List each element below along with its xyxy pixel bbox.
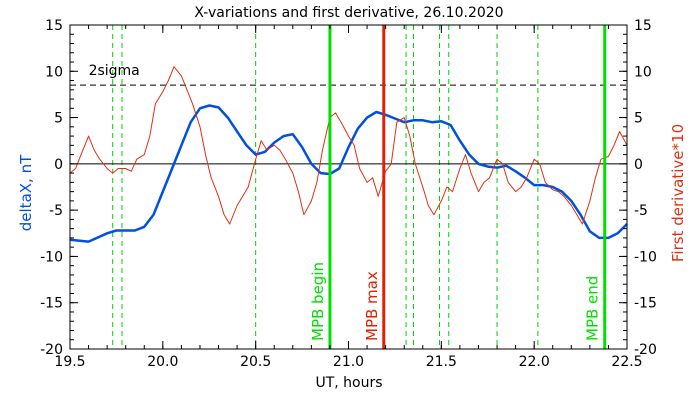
y-tick-label-right-1: -15	[634, 296, 657, 312]
y-tick-label-left-4: 0	[54, 157, 63, 173]
y-tick-label-left-0: -20	[40, 342, 63, 358]
y-tick-label-left-2: -10	[40, 249, 63, 265]
mpb-end-marker-label: MPB end	[584, 276, 602, 341]
y-tick-label-left-5: 5	[54, 111, 63, 127]
plot-area: 2sigma MPB begin MPB max MPB end 19.5 20.0 20.…	[40, 18, 657, 370]
y-tick-label-right-2: -10	[634, 249, 657, 265]
chart-title: X-variations and first derivative, 26.10…	[194, 5, 503, 21]
y-tick-label-right-7: 15	[634, 18, 652, 34]
y-tick-label-right-6: 10	[634, 64, 652, 80]
mpb-max-marker-label: MPB max	[363, 271, 381, 341]
derivative-series-line	[69, 66, 628, 225]
y-tick-label-right-3: -5	[634, 203, 648, 219]
y-tick-label-left-6: 10	[45, 64, 63, 80]
x-tick-label-0: 19.5	[54, 354, 85, 370]
x-tick-label-1: 20.0	[147, 354, 178, 370]
y-tick-label-right-5: 5	[634, 111, 643, 127]
plot-frame	[69, 24, 628, 350]
y-tick-label-right-0: -20	[634, 342, 657, 358]
y-tick-label-left-1: -15	[40, 296, 63, 312]
deltax-series-line	[69, 104, 628, 243]
x-tick-label-6: 22.5	[611, 354, 642, 370]
y-tick-label-left-7: 15	[45, 18, 63, 34]
y-tick-label-left-3: -5	[49, 203, 63, 219]
y-tick-label-right-4: 0	[634, 157, 643, 173]
x-tick-label-4: 21.5	[426, 354, 457, 370]
x-axis-label: UT, hours	[315, 375, 382, 391]
x-tick-label-3: 21.0	[333, 354, 364, 370]
x-tick-label-2: 20.5	[240, 354, 271, 370]
sigma-label: 2sigma	[89, 63, 140, 79]
mpb-begin-marker-label: MPB begin	[309, 262, 327, 341]
x-tick-label-5: 22.0	[519, 354, 550, 370]
y-axis-label-left: deltaX, nT	[17, 154, 35, 231]
y-axis-label-right: First derivative*10	[669, 124, 687, 262]
